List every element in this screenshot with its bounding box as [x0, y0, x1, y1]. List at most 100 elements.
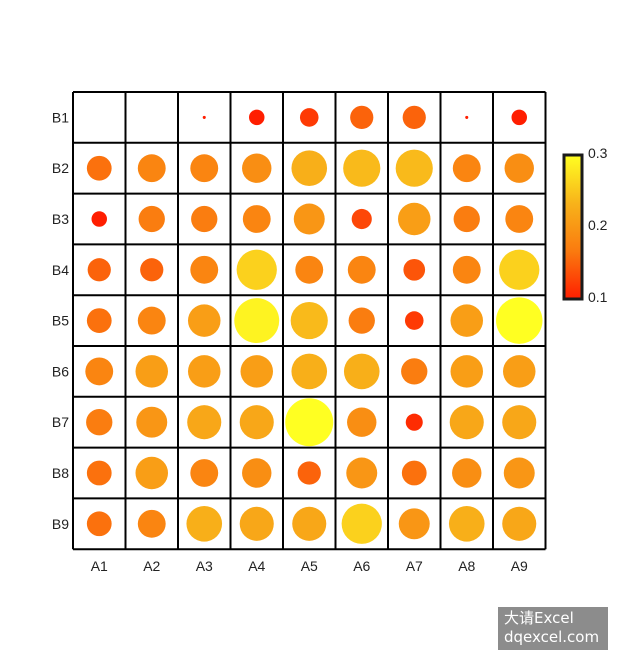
bubble-b5-a5	[290, 302, 328, 340]
bubble-b4-a4	[236, 249, 277, 290]
bubble-b8-a3	[190, 459, 219, 487]
bubble-b5-a9	[496, 297, 543, 344]
bubble-b6-a3	[187, 355, 221, 388]
bubble-b4-a3	[190, 255, 219, 284]
watermark: 大请Excel dqexcel.com	[498, 607, 608, 650]
bubble-b6-a4	[240, 355, 274, 388]
bubble-b7-a1	[86, 409, 113, 436]
bubble-b7-a7	[405, 413, 423, 431]
x-tick-label: A3	[196, 558, 213, 574]
bubble-b7-a5	[285, 398, 334, 447]
y-tick-label: B3	[52, 211, 69, 227]
bubble-b9-a9	[502, 506, 537, 541]
bubble-b9-a3	[186, 505, 223, 542]
bubble-b2-a3	[190, 154, 219, 183]
bubble-b1-a8	[465, 115, 469, 119]
bubble-b4-a8	[452, 255, 481, 284]
bubble-b8-a2	[135, 456, 169, 490]
bubble-b3-a3	[191, 205, 218, 233]
bubble-b8-a5	[297, 461, 321, 485]
bubble-b3-a2	[138, 205, 165, 233]
bubble-b1-a4	[249, 109, 265, 126]
y-tick-label: B5	[52, 313, 69, 329]
bubble-b1-a9	[511, 109, 527, 126]
bubble-b3-a7	[397, 202, 431, 236]
x-tick-label: A1	[91, 558, 108, 574]
bubble-b2-a1	[86, 155, 112, 181]
bubble-b2-a6	[343, 149, 381, 187]
bubble-b6-a8	[450, 355, 484, 388]
bubble-b8-a4	[242, 458, 272, 488]
bubble-b5-a7	[404, 311, 424, 330]
bubble-b5-a8	[450, 304, 484, 337]
bubble-b3-a6	[351, 208, 372, 230]
bubble-b3-a1	[91, 211, 107, 227]
bubble-b4-a2	[140, 258, 164, 282]
bubble-b5-a2	[137, 306, 166, 335]
bubble-b1-a5	[299, 108, 319, 127]
bubble-b7-a8	[449, 405, 484, 440]
bubble-b6-a1	[85, 357, 114, 386]
watermark-line-1: 大请Excel	[504, 609, 574, 627]
bubble-b2-a8	[452, 154, 481, 183]
y-tick-label: B1	[52, 109, 69, 125]
y-tick-label: B6	[52, 363, 69, 379]
bubble-b7-a9	[502, 405, 537, 440]
bubble-b6-a7	[401, 358, 428, 385]
bubble-b8-a6	[346, 457, 378, 489]
colorbar-tick-label: 0.1	[588, 289, 608, 305]
bubble-b5-a4	[234, 298, 280, 344]
colorbar-tick-label: 0.2	[588, 217, 608, 233]
colorbar-gradient	[562, 153, 584, 301]
bubble-b7-a6	[347, 407, 377, 437]
colorbar: 0.3 0.2 0.1	[562, 145, 608, 305]
x-tick-label: A8	[458, 558, 475, 574]
bubble-b8-a8	[452, 458, 482, 488]
bubble-b7-a2	[136, 406, 168, 438]
x-tick-label: A5	[301, 558, 318, 574]
bubble-b9-a5	[292, 506, 327, 541]
bubble-b9-a2	[137, 509, 166, 538]
bubble-b1-a6	[350, 105, 374, 130]
bubble-b5-a3	[187, 304, 221, 337]
y-tick-label: B8	[52, 465, 69, 481]
x-tick-label: A9	[511, 558, 528, 574]
bubble-b6-a5	[291, 353, 328, 390]
y-tick-label: B4	[52, 262, 69, 278]
y-tick-label: B9	[52, 516, 69, 532]
y-tick-label: B7	[52, 414, 69, 430]
x-tick-label: A7	[406, 558, 423, 574]
bubble-b6-a6	[343, 353, 380, 390]
bubble-b8-a9	[503, 457, 535, 489]
plot-area: B1 B2 B3 B4 B5 B6 B7 B8 B9 A1 A2 A3 A4 A5 A6 A7 A8 A9	[52, 91, 547, 574]
bubble-b1-a7	[402, 105, 426, 130]
bubble-b2-a4	[242, 153, 272, 183]
bubble-b8-a1	[86, 460, 112, 486]
bubble-b3-a4	[242, 205, 271, 233]
x-tick-label: A2	[143, 558, 160, 574]
bubble-b2-a9	[504, 153, 534, 183]
y-tick-label: B2	[52, 160, 69, 176]
colorbar-tick-label: 0.3	[588, 145, 608, 161]
bubble-b5-a6	[348, 307, 375, 334]
bubble-b4-a7	[403, 258, 426, 281]
bubble-b3-a5	[293, 203, 325, 235]
watermark-line-2: dqexcel.com	[504, 628, 600, 646]
bubble-b7-a3	[187, 405, 222, 440]
bubble-b7-a4	[239, 405, 274, 440]
bubble-b8-a7	[401, 460, 427, 486]
bubble-b6-a2	[135, 355, 169, 388]
bubble-b4-a1	[87, 258, 111, 282]
bubble-b9-a7	[398, 508, 430, 540]
bubble-b1-a3	[202, 115, 206, 119]
bubble-b3-a8	[453, 205, 480, 233]
bubble-b6-a9	[502, 355, 536, 388]
x-tick-label: A6	[353, 558, 370, 574]
bubble-b2-a2	[137, 154, 166, 183]
bubble-b2-a5	[291, 150, 328, 187]
bubble-b3-a9	[505, 205, 534, 233]
bubble-b9-a6	[341, 503, 382, 544]
bubble-b9-a1	[86, 511, 112, 537]
bubble-b4-a5	[295, 255, 324, 284]
